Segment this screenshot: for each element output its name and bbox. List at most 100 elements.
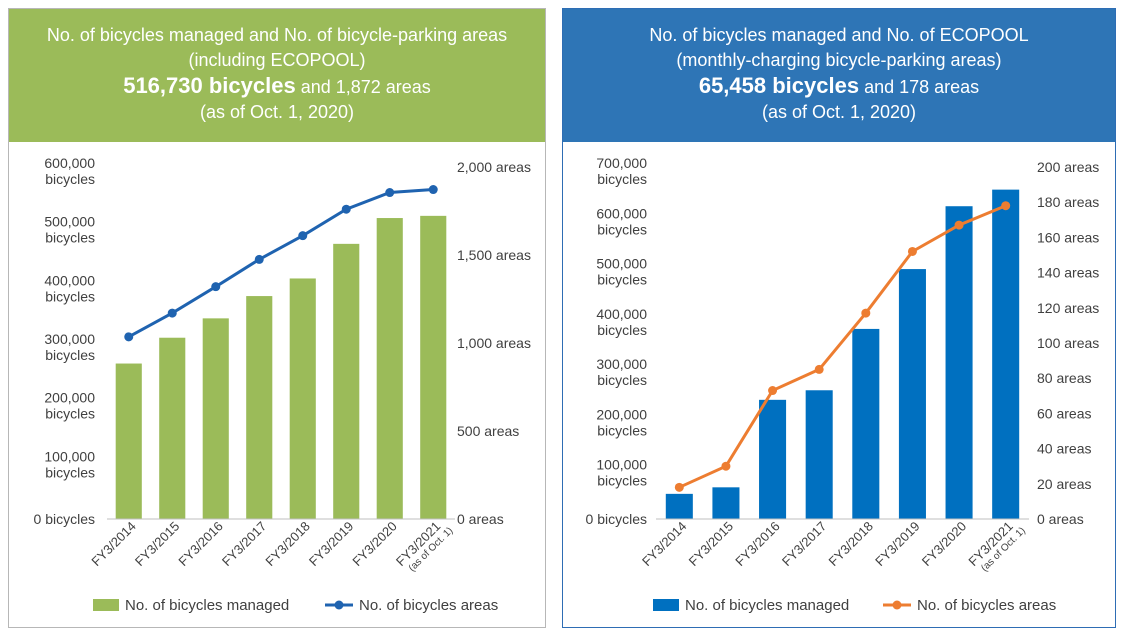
legend-line-marker [334, 600, 344, 610]
right-axis-tick-label: 2,000 areas [457, 159, 531, 175]
bar [992, 189, 1020, 519]
area-count-point [814, 364, 824, 374]
area-count-point [721, 461, 731, 471]
legend-bar-swatch [653, 599, 679, 611]
left-axis-tick-label: 600,000 [596, 205, 647, 221]
bar [246, 296, 273, 519]
area-count-line [128, 188, 434, 339]
ecostation21-logo: EcoStation21 [107, 175, 158, 224]
left-axis-tick-label: 0 bicycles [586, 511, 647, 527]
area-count-point [254, 254, 264, 264]
area-count-point [674, 482, 684, 492]
left-axis-tick-unit: bicycles [45, 171, 95, 187]
left-axis-tick-label: 200,000 [44, 390, 95, 406]
x-axis-category-label: FY3/2018 [262, 519, 312, 569]
right-summary: 65,458 bicycles and 178 areas [563, 73, 1115, 100]
area-count-point [211, 282, 221, 292]
right-summary-areas: and 178 areas [859, 77, 980, 97]
bar [420, 215, 447, 519]
bar [202, 318, 229, 519]
right-axis-tick-label: 200 areas [1037, 159, 1099, 175]
left-axis-tick-label: 300,000 [44, 331, 95, 347]
area-count-point [167, 308, 177, 318]
area-count-point [907, 246, 917, 256]
area-count-line [678, 204, 1007, 489]
area-count-point [768, 386, 778, 396]
right-chart-panel: No. of bicycles managed and No. of ECOPO… [562, 8, 1116, 628]
legend-line-label: No. of bicycles areas [359, 597, 498, 614]
right-axis-tick-label: 500 areas [457, 423, 519, 439]
bar [852, 328, 880, 519]
legend-bar-label: No. of bicycles managed [685, 597, 849, 614]
left-title-line1: No. of bicycles managed and No. of bicyc… [46, 25, 508, 45]
left-axis-tick-label: 500,000 [596, 256, 647, 272]
legend-bar-label: No. of bicycles managed [125, 597, 289, 614]
bar [289, 278, 316, 519]
left-axis-tick-unit: bicycles [597, 372, 647, 388]
right-axis-tick-label: 0 areas [457, 511, 504, 527]
legend-bar-swatch [93, 599, 119, 611]
x-axis-category-label: FY3/2015 [132, 519, 182, 569]
left-title-line2: (including ECOPOOL) [188, 50, 366, 70]
left-axis-tick-unit: bicycles [597, 272, 647, 288]
area-count-point [385, 188, 395, 198]
right-axis-tick-label: 60 areas [1037, 405, 1091, 421]
bicycle-icon [227, 182, 267, 206]
left-axis-tick-unit: bicycles [45, 464, 95, 480]
right-title-line2: (monthly-charging bicycle-parking areas) [676, 50, 1002, 70]
right-chart: 0 bicycles100,000bicycles200,000bicycles… [586, 155, 1100, 614]
x-axis-category-label: FY3/2017 [779, 519, 829, 569]
left-axis-tick-unit: bicycles [597, 473, 647, 489]
right-title-line1: No. of bicycles managed and No. of ECOPO… [649, 25, 1029, 45]
left-axis-tick-label: 700,000 [596, 155, 647, 171]
left-axis-tick-label: 100,000 [44, 448, 95, 464]
left-chart: 0 bicycles100,000bicycles200,000bicycles… [34, 155, 531, 614]
bar [712, 487, 740, 519]
bar [333, 243, 360, 519]
left-axis-tick-unit: bicycles [597, 422, 647, 438]
x-axis-category-label: FY3/2018 [825, 519, 875, 569]
left-chart-panel: No. of bicycles managed and No. of bicyc… [8, 8, 546, 628]
area-count-point [1001, 201, 1011, 211]
right-axis-tick-label: 100 areas [1037, 335, 1099, 351]
left-axis-tick-unit: bicycles [45, 347, 95, 363]
left-summary: 516,730 bicycles and 1,872 areas [9, 73, 545, 100]
x-axis-category-label: FY3/2020 [349, 519, 399, 569]
left-summary-bicycles: 516,730 bicycles [123, 73, 296, 98]
area-count-point [298, 231, 308, 241]
right-date: (as of Oct. 1, 2020) [761, 102, 917, 122]
left-axis-tick-unit: bicycles [597, 322, 647, 338]
area-count-point [124, 332, 134, 342]
left-axis-tick-label: 400,000 [596, 306, 647, 322]
right-summary-bicycles: 65,458 bicycles [698, 73, 860, 98]
left-axis-tick-label: 0 bicycles [34, 511, 95, 527]
ecopool-logo: ECOPOOL. [164, 175, 215, 224]
left-axis-tick-unit: bicycles [45, 230, 95, 246]
right-axis-tick-label: 80 areas [1037, 370, 1091, 386]
area-count-point [954, 220, 964, 230]
x-axis-category-label: FY3/2015 [686, 519, 736, 569]
bar [759, 399, 787, 519]
ecopool-logo-large: ECOPOOL. [701, 174, 789, 260]
left-axis-tick-label: 300,000 [596, 356, 647, 372]
bar [898, 269, 926, 519]
x-axis-category-label: FY3/2019 [872, 519, 922, 569]
x-axis-category-label: FY3/2017 [219, 519, 269, 569]
right-axis-tick-label: 0 areas [1037, 511, 1084, 527]
x-axis-category-label: FY3/2020 [919, 519, 969, 569]
bar [115, 363, 142, 519]
right-axis-tick-label: 160 areas [1037, 229, 1099, 245]
legend-line-marker [892, 600, 902, 610]
area-count-point [428, 185, 438, 195]
left-axis-tick-label: 600,000 [44, 155, 95, 171]
bicycle-icon [170, 182, 210, 206]
left-summary-areas: and 1,872 areas [295, 77, 431, 97]
ecoport-logo: ecoport. [221, 175, 272, 224]
left-axis-tick-unit: bicycles [45, 288, 95, 304]
left-date: (as of Oct. 1, 2020) [199, 102, 355, 122]
right-axis-tick-label: 140 areas [1037, 265, 1099, 281]
left-axis-tick-unit: bicycles [45, 406, 95, 422]
x-axis-category-label: FY3/2016 [732, 519, 782, 569]
bar [665, 493, 693, 519]
right-axis-tick-label: 180 areas [1037, 194, 1099, 210]
